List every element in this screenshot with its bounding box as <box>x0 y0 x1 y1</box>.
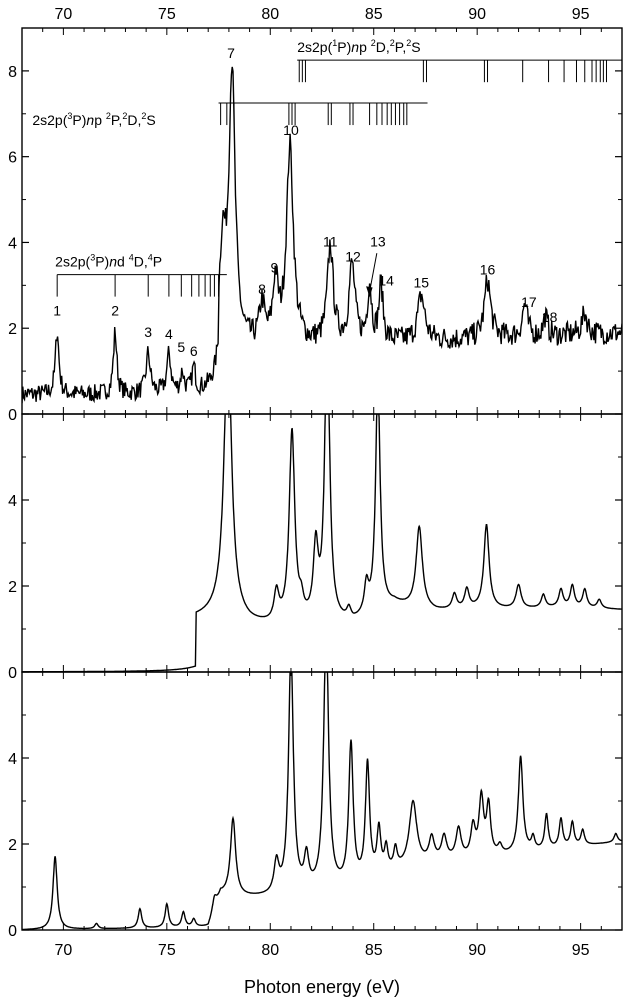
x-tick-label-top: 75 <box>158 6 176 23</box>
data-trace-experiment <box>22 66 622 404</box>
peak-label-8: 8 <box>258 281 266 297</box>
peak-label-4: 4 <box>165 326 173 342</box>
peak-label-13: 13 <box>370 234 386 250</box>
peak-label-7: 7 <box>227 45 235 61</box>
x-tick-label-top: 70 <box>54 6 72 23</box>
data-trace-theory-full <box>22 672 622 930</box>
peak-13-arrow <box>369 253 378 292</box>
y-tick-label-theory-full: 2 <box>8 837 17 854</box>
x-axis-label: Photon energy (eV) <box>244 977 400 997</box>
y-tick-label-experiment: 0 <box>8 407 17 424</box>
peak-label-2: 2 <box>111 302 119 318</box>
y-tick-label-experiment: 4 <box>8 235 17 252</box>
y-tick-label-theory-full: 0 <box>8 923 17 940</box>
series-3Pnd-label: 2s2p(3P)nd 4D,4P <box>55 253 162 270</box>
x-tick-label-top: 95 <box>572 6 590 23</box>
y-tick-label-theory-full: 4 <box>8 751 17 768</box>
peak-label-17: 17 <box>521 294 537 310</box>
x-tick-label: 90 <box>468 942 486 959</box>
panel-frame-experiment <box>21 27 623 415</box>
peak-label-9: 9 <box>271 259 279 275</box>
panel-frame-theory-full <box>21 671 623 931</box>
x-tick-label: 95 <box>572 942 590 959</box>
x-tick-label-top: 80 <box>261 6 279 23</box>
y-tick-label-theory-convolved: 4 <box>8 493 17 510</box>
y-tick-label-theory-convolved: 2 <box>8 579 17 596</box>
peak-label-11: 11 <box>323 234 338 250</box>
data-trace-theory-convolved <box>22 414 622 672</box>
peak-label-6: 6 <box>190 343 198 359</box>
x-tick-label-top: 85 <box>365 6 383 23</box>
peak-label-5: 5 <box>177 339 185 355</box>
y-tick-label-experiment: 6 <box>8 150 17 167</box>
series-1Pnp-label: 2s2p(1P)np 2D,2P,2S <box>297 38 420 55</box>
x-tick-label: 80 <box>261 942 279 959</box>
peak-label-12: 12 <box>345 249 361 265</box>
x-tick-label: 75 <box>158 942 176 959</box>
peak-label-18: 18 <box>542 309 558 325</box>
series-marker-layer: 2s2p(3P)nd 4D,4P 2s2p(3P)np 2P,2D,2S 2s2p(… <box>32 38 622 297</box>
y-tick-label-theory-convolved: 0 <box>8 665 17 682</box>
peak-label-14: 14 <box>378 272 394 288</box>
peak-13-arrowhead <box>366 286 373 298</box>
x-tick-label: 70 <box>54 942 72 959</box>
peak-label-15: 15 <box>414 274 430 290</box>
x-tick-label: 85 <box>365 942 383 959</box>
peak-label-10: 10 <box>283 122 299 138</box>
y-tick-label-experiment: 8 <box>8 64 17 81</box>
peak-label-3: 3 <box>144 324 152 340</box>
peak-label-1: 1 <box>53 302 61 318</box>
x-tick-label-top: 90 <box>468 6 486 23</box>
panels-layer <box>22 66 622 930</box>
peak-label-16: 16 <box>480 262 496 278</box>
series-3Pnp-label: 2s2p(3P)np 2P,2D,2S <box>32 111 155 128</box>
y-tick-label-experiment: 2 <box>8 321 17 338</box>
